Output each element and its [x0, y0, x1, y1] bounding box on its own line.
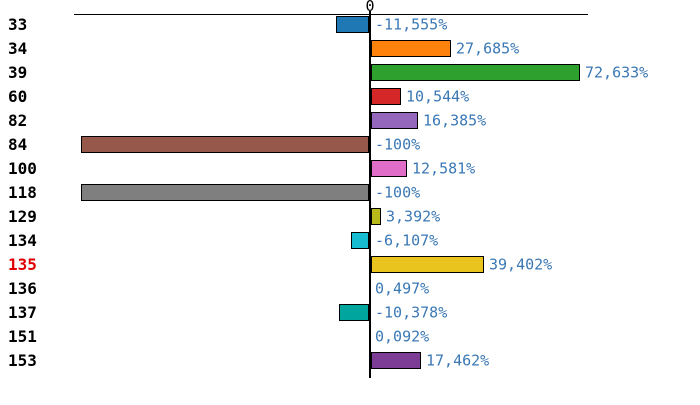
bar-row: 134 -6,107% [0, 232, 700, 249]
value-label: -10,378% [375, 303, 448, 321]
bar [371, 352, 421, 369]
zero-axis-line [369, 11, 371, 378]
category-label: 84 [8, 134, 28, 154]
value-label: -6,107% [375, 231, 439, 249]
bar-row: 136 0,497% [0, 280, 700, 297]
category-label: 118 [8, 182, 37, 202]
bar-row: 135 39,402% [0, 256, 700, 273]
value-label: 12,581% [412, 159, 476, 177]
bar-row: 137 -10,378% [0, 304, 700, 321]
category-label: 129 [8, 206, 37, 226]
category-label: 82 [8, 110, 28, 130]
value-label: 10,544% [406, 87, 470, 105]
category-label: 34 [8, 38, 28, 58]
category-label: 100 [8, 158, 37, 178]
value-label: 72,633% [585, 63, 649, 81]
bar-row: 129 3,392% [0, 208, 700, 225]
bar-row: 34 27,685% [0, 40, 700, 57]
bar [81, 136, 369, 153]
bar [336, 16, 369, 33]
bar-row: 153 17,462% [0, 352, 700, 369]
category-label: 153 [8, 350, 37, 370]
bar [339, 304, 369, 321]
bar [371, 88, 401, 105]
bar-row: 100 12,581% [0, 160, 700, 177]
value-label: 16,385% [423, 111, 487, 129]
bar-row: 151 0,092% [0, 328, 700, 345]
bar [371, 64, 580, 81]
category-label: 60 [8, 86, 28, 106]
bar-row: 60 10,544% [0, 88, 700, 105]
value-label: 17,462% [426, 351, 490, 369]
top-axis-line [74, 14, 588, 15]
bar [371, 208, 381, 225]
bar [81, 184, 369, 201]
bar-row: 84 -100% [0, 136, 700, 153]
value-label: 39,402% [489, 255, 553, 273]
category-label: 136 [8, 278, 37, 298]
bar-row: 118 -100% [0, 184, 700, 201]
value-label: 27,685% [456, 39, 520, 57]
value-label: -11,555% [375, 15, 448, 33]
bar [371, 40, 451, 57]
category-label: 151 [8, 326, 37, 346]
value-label: 0,092% [375, 327, 430, 345]
bar-row: 39 72,633% [0, 64, 700, 81]
value-label: -100% [375, 135, 421, 153]
value-label: 0,497% [375, 279, 430, 297]
bar [371, 160, 407, 177]
value-label: 3,392% [386, 207, 441, 225]
category-label-highlighted: 135 [8, 254, 37, 274]
zero-tick-label: 0 [365, 0, 375, 15]
bar-row: 82 16,385% [0, 112, 700, 129]
category-label: 137 [8, 302, 37, 322]
category-label: 39 [8, 62, 28, 82]
bar [371, 256, 484, 273]
bar [351, 232, 369, 249]
value-label: -100% [375, 183, 421, 201]
category-label: 33 [8, 14, 28, 34]
bar-row: 33 -11,555% [0, 16, 700, 33]
category-label: 134 [8, 230, 37, 250]
bar [371, 112, 418, 129]
